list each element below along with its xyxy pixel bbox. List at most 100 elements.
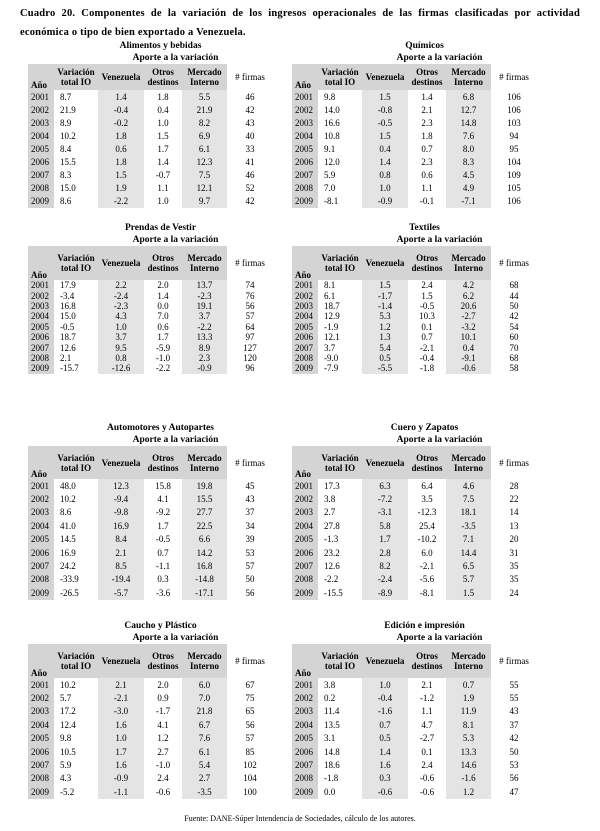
value-cell: -1.8 bbox=[324, 773, 339, 784]
value-cell: 8.4 bbox=[98, 532, 144, 546]
value-cell: 46 bbox=[245, 170, 255, 181]
value-cell: -15.5 bbox=[324, 587, 343, 598]
value-cell: 53 bbox=[509, 760, 519, 771]
value-cell: -1.1 bbox=[155, 561, 171, 572]
value-cell: 9.7 bbox=[182, 194, 227, 208]
value-cell: 12.3 bbox=[182, 155, 227, 169]
value-cell: 3.5 bbox=[421, 494, 433, 505]
data-row: 2008 -9.0 0.5 -0.4 -9.1 68 bbox=[292, 352, 537, 364]
value-cell: 70 bbox=[509, 342, 519, 353]
table-title: Químicos bbox=[405, 41, 444, 51]
value-cell: 68 bbox=[509, 352, 519, 363]
table-subheader: Aporte a la variación bbox=[132, 633, 219, 643]
year-cell: 2003 bbox=[292, 505, 318, 520]
value-cell: 2.0 bbox=[157, 679, 169, 690]
column-header: # firmas bbox=[227, 644, 273, 678]
table-title: Caucho y Plástico bbox=[124, 621, 197, 631]
value-cell: -3.5 bbox=[182, 785, 227, 799]
value-cell: 5.8 bbox=[362, 519, 408, 533]
value-cell: 18.7 bbox=[324, 300, 340, 311]
data-row: 2009 -15.5 -8.9 -8.1 1.5 24 bbox=[292, 586, 537, 600]
value-cell: 1.7 bbox=[157, 520, 169, 531]
value-cell: -8.1 bbox=[324, 196, 339, 207]
value-cell: 13 bbox=[509, 520, 519, 531]
year-cell: 2004 bbox=[292, 519, 318, 533]
column-header: Otros destinos bbox=[144, 446, 182, 479]
value-cell: 47 bbox=[509, 786, 519, 797]
data-row: 2003 16.8 -2.3 0.0 19.1 56 bbox=[28, 300, 273, 312]
value-cell: 104 bbox=[507, 157, 521, 168]
data-row: 2003 8.9 -0.2 1.0 8.2 43 bbox=[28, 116, 273, 130]
value-cell: 1.6 bbox=[98, 718, 144, 732]
value-cell: -2.4 bbox=[98, 290, 144, 301]
value-cell: 60 bbox=[509, 332, 519, 343]
year-cell: 2001 bbox=[28, 479, 54, 493]
value-cell: -2.4 bbox=[362, 572, 408, 587]
value-cell: 41.0 bbox=[60, 520, 76, 531]
value-cell: 1.8 bbox=[157, 91, 169, 102]
data-row: 2004 27.8 5.8 25.4 -3.5 13 bbox=[292, 519, 537, 533]
value-cell: -0.9 bbox=[98, 771, 144, 786]
data-row: 2007 18.6 1.6 2.4 14.6 53 bbox=[292, 758, 537, 772]
value-cell: -0.5 bbox=[362, 116, 408, 130]
value-cell: 16.8 bbox=[60, 300, 76, 311]
value-cell: 9.8 bbox=[60, 733, 72, 744]
year-cell: 2002 bbox=[28, 290, 54, 301]
value-cell: -2.3 bbox=[98, 300, 144, 312]
column-header: Año bbox=[292, 246, 318, 280]
table-block: Caucho y Plástico Aporte a la variación Añ… bbox=[28, 620, 273, 799]
year-cell: 2003 bbox=[28, 505, 54, 520]
table-block: Edición e impresión Aporte a la variación… bbox=[292, 620, 537, 799]
column-header: Mercado Interno bbox=[182, 246, 227, 280]
column-header: Variación total IO bbox=[318, 644, 362, 678]
year-cell: 2004 bbox=[292, 311, 318, 322]
value-cell: 44 bbox=[509, 290, 519, 301]
value-cell: 1.1 bbox=[421, 183, 433, 194]
value-cell: 3.7 bbox=[98, 331, 144, 343]
data-row: 2009 -26.5 -5.7 -3.6 -17.1 56 bbox=[28, 586, 273, 600]
data-row: 2005 14.5 8.4 -0.5 6.6 39 bbox=[28, 532, 273, 546]
column-header: Otros destinos bbox=[408, 644, 446, 678]
value-cell: -0.8 bbox=[362, 103, 408, 117]
value-cell: -1.4 bbox=[362, 300, 408, 312]
value-cell: 21.8 bbox=[182, 704, 227, 719]
value-cell: 33 bbox=[245, 143, 255, 154]
value-cell: 68 bbox=[509, 280, 519, 291]
year-cell: 2009 bbox=[28, 363, 54, 374]
value-cell: 10.2 bbox=[60, 130, 76, 141]
header-row: Año Variación total IO Venezuela Otros dest… bbox=[28, 644, 273, 678]
value-cell: 6.1 bbox=[182, 744, 227, 759]
year-cell: 2008 bbox=[292, 352, 318, 364]
data-row: 2006 16.9 2.1 0.7 14.2 53 bbox=[28, 545, 273, 560]
table-title: Prendas de Vestir bbox=[124, 223, 197, 233]
table-subheader: Aporte a la variación bbox=[396, 435, 483, 445]
column-header: Variación total IO bbox=[318, 64, 362, 90]
column-header: Año bbox=[28, 446, 54, 479]
value-cell: 12.9 bbox=[324, 311, 340, 322]
data-row: 2007 5.9 0.8 0.6 4.5 109 bbox=[292, 168, 537, 182]
table-title: Textiles bbox=[409, 223, 440, 233]
value-cell: 1.5 bbox=[421, 290, 433, 301]
value-cell: 106 bbox=[507, 196, 521, 207]
value-cell: 5.4 bbox=[362, 342, 408, 353]
value-cell: 1.4 bbox=[157, 290, 169, 301]
data-row: 2001 17.3 6.3 6.4 4.6 28 bbox=[292, 479, 537, 493]
value-cell: 1.2 bbox=[446, 785, 491, 799]
value-cell: 1.4 bbox=[362, 155, 408, 169]
value-cell: -7.2 bbox=[362, 492, 408, 506]
data-row: 2003 16.6 -0.5 2.3 14.8 103 bbox=[292, 116, 537, 130]
value-cell: 15.5 bbox=[60, 157, 76, 168]
value-cell: 14.4 bbox=[446, 545, 491, 560]
value-cell: 96 bbox=[245, 363, 255, 374]
value-cell: 5.9 bbox=[60, 760, 72, 771]
value-cell: 2.1 bbox=[421, 104, 433, 115]
value-cell: 6.1 bbox=[324, 290, 336, 301]
value-cell: -0.6 bbox=[419, 773, 435, 784]
value-cell: 6.0 bbox=[182, 678, 227, 692]
data-table: Año Variación total IO Venezuela Otros dest… bbox=[28, 64, 273, 208]
value-cell: 27.8 bbox=[324, 520, 340, 531]
value-cell: 15.8 bbox=[155, 480, 171, 491]
value-cell: 6.7 bbox=[182, 718, 227, 732]
value-cell: 85 bbox=[245, 746, 255, 757]
value-cell: 3.7 bbox=[324, 342, 336, 353]
